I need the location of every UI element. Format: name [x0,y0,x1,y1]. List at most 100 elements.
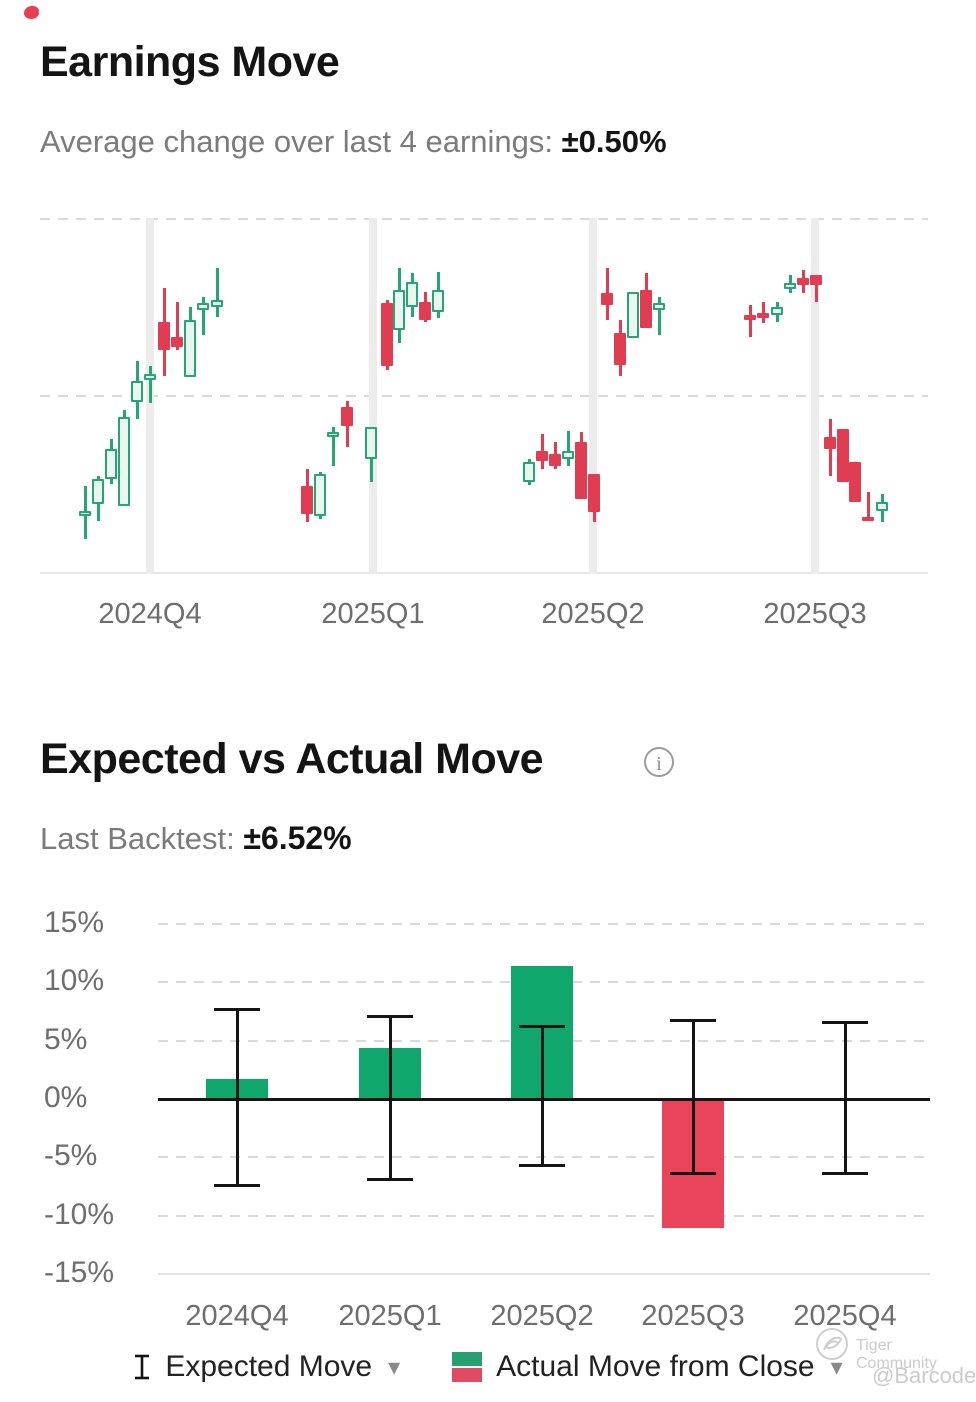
expected-move-error-line [235,1009,239,1186]
bar-ytick-label: 10% [44,964,105,998]
candle-body [211,299,223,307]
candle-body [588,474,600,513]
candle-body [601,292,613,305]
expected-move-error-line [540,1026,544,1166]
candlestick-chart [40,218,928,574]
candle-body [381,302,393,367]
earnings-move-title: Earnings Move [40,38,340,86]
bar-ytick-label: 15% [44,905,105,939]
candle-body [744,314,756,320]
avg-change-value: ±0.50% [561,124,667,159]
candle-body [144,373,156,380]
candle-body [575,442,587,500]
candle-body [92,479,104,505]
candle-wick [175,301,179,350]
candle-body [849,462,861,503]
candle-body [837,429,849,483]
bar-ytick-label: -10% [44,1197,115,1231]
candle-body [614,332,626,365]
chevron-down-icon: ▾ [388,1353,401,1381]
candle-body [171,336,183,347]
candle-body [824,437,836,450]
candle-body [784,282,796,289]
candle-body [79,511,91,517]
candle-body [523,462,535,483]
bar-ytick-label: 5% [44,1022,88,1056]
candle-body [341,407,353,427]
candle-body [406,281,418,307]
expected-move-error-line [691,1020,695,1174]
candle-body [810,274,822,285]
candle-wick [201,296,205,335]
expected-move-error-line [388,1016,392,1180]
candle-x-label: 2025Q1 [321,598,425,630]
bar-x-label: 2025Q3 [641,1300,745,1332]
legend-actual-label: Actual Move from Close [496,1350,815,1383]
last-backtest-label: Last Backtest: [40,821,244,856]
info-icon[interactable]: i [644,747,674,777]
bar-gridline [158,1156,930,1159]
candle-wick [814,274,818,302]
candle-body [118,417,130,507]
earnings-event-band [589,218,597,574]
bar-gridline [158,1214,930,1217]
bar-gridline [158,922,930,925]
legend-expected-label: Expected Move [165,1350,373,1383]
candle-body [184,319,196,378]
bar-x-label: 2025Q2 [490,1300,594,1332]
candle-body [432,289,444,312]
candle-body [158,321,170,350]
bar-ytick-label: 0% [44,1081,88,1114]
candle-grid-bottom [40,572,928,574]
earnings-move-subtitle: Average change over last 4 earnings: ±0.… [40,124,667,160]
legend-actual-move[interactable]: Actual Move from Close ▾ [452,1350,843,1384]
tiger-community-logo [816,1328,848,1360]
candle-body [393,289,405,330]
candle-body [771,306,783,315]
earnings-event-band [811,218,819,574]
legend-expected-move[interactable]: Expected Move ▾ [133,1350,400,1384]
candle-wick [331,427,335,467]
last-backtest-subtitle: Last Backtest: ±6.52% [40,820,352,857]
expected-actual-bar-chart: 15% 10% 5% 0% -5% -10% -15% 2024Q4 2025Q1 2025Q2 2… [0,900,976,1340]
expected-vs-actual-title: Expected vs Actual Move [40,735,544,783]
candle-wick [215,267,219,317]
candle-body [314,474,326,517]
bar-x-label: 2024Q4 [185,1300,289,1332]
candle-body [862,517,874,522]
last-backtest-value: ±6.52% [243,820,352,856]
candle-body [327,432,339,438]
bar-x-label: 2025Q4 [793,1300,897,1332]
avg-change-label: Average change over last 4 earnings: [40,124,562,159]
candle-body [562,451,574,460]
candle-body [419,301,431,320]
expected-move-cap-top [519,1025,565,1029]
candle-wick [748,304,752,337]
candle-body [197,302,209,310]
candle-body [365,427,377,460]
earnings-event-band [369,218,377,574]
chevron-down-icon: ▾ [830,1353,843,1381]
candle-x-label: 2024Q4 [98,598,202,630]
candle-body [105,449,117,480]
zero-axis-line [158,1098,930,1101]
candle-body [131,381,143,403]
candle-wick [866,492,870,522]
candle-body [301,486,313,515]
candle-wick [148,366,152,404]
candle-body [536,451,548,462]
error-bar-ibeam-icon [135,1354,150,1380]
expected-move-cap-bottom [822,1172,868,1176]
candle-wick [566,431,570,467]
bar-gridline [158,1273,930,1276]
candle-body [627,291,639,338]
expected-move-cap-top [214,1007,260,1011]
expected-move-cap-top [822,1020,868,1024]
bar-x-label: 2025Q1 [338,1300,442,1332]
expected-move-cap-bottom [367,1178,413,1182]
candle-grid-mid [40,395,928,397]
candle-wick [657,296,661,335]
watermark-handle: @Barcode [872,1363,976,1388]
candle-body [876,502,888,512]
